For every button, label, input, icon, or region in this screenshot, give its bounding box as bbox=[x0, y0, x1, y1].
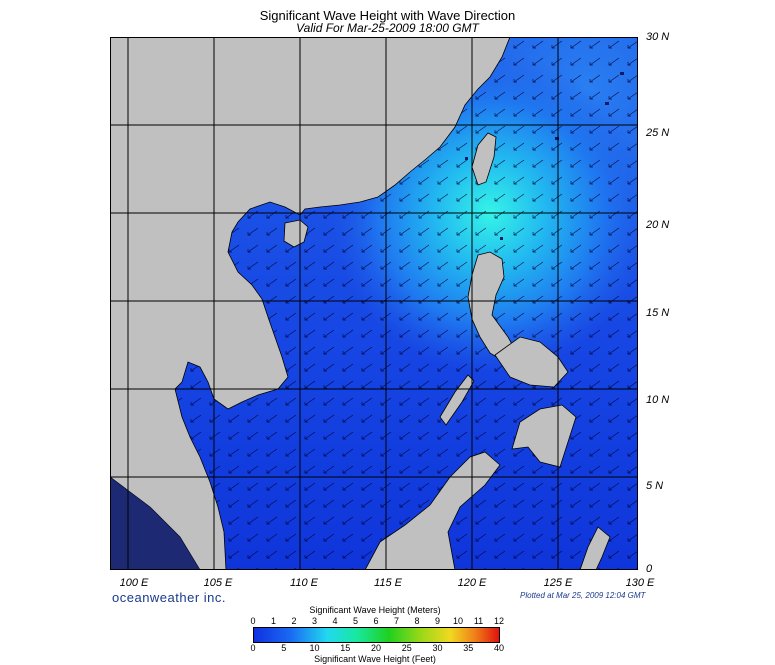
brand-logo-text: oceanweather inc. bbox=[112, 590, 227, 605]
legend-feet-tick: 0 bbox=[250, 643, 256, 653]
land-mainland-asia bbox=[110, 37, 511, 570]
island-ryukyu-1 bbox=[620, 72, 624, 75]
lat-label-0: 0 bbox=[646, 563, 653, 575]
lon-label-130e: 130 E bbox=[625, 577, 655, 589]
legend-feet-tick: 10 bbox=[309, 643, 320, 653]
legend-feet-tick: 15 bbox=[340, 643, 351, 653]
legend-feet-tick: 5 bbox=[281, 643, 287, 653]
legend-meters-tick: 8 bbox=[414, 616, 420, 626]
land-mindanao bbox=[511, 404, 577, 468]
lat-label-10n: 10 N bbox=[646, 394, 670, 406]
sea-malacca-dark bbox=[110, 477, 200, 570]
land-borneo bbox=[364, 451, 501, 570]
legend-meters-title: Significant Wave Height (Meters) bbox=[309, 605, 441, 615]
map-subtitle: Valid For Mar-25-2009 18:00 GMT bbox=[296, 21, 479, 35]
lon-label-100e: 100 E bbox=[119, 577, 149, 589]
wave-height-map bbox=[110, 37, 638, 570]
legend-meters-tick: 9 bbox=[434, 616, 440, 626]
island-pratas bbox=[465, 157, 468, 160]
map-frame bbox=[110, 37, 638, 570]
island-ryukyu-2 bbox=[605, 102, 609, 105]
land-taiwan bbox=[471, 132, 497, 186]
island-batanes bbox=[500, 237, 503, 240]
land-visayas bbox=[494, 336, 569, 388]
legend-feet-tick: 40 bbox=[493, 643, 504, 653]
plotted-timestamp: Plotted at Mar 25, 2009 12:04 GMT bbox=[520, 591, 646, 600]
land-palawan bbox=[439, 374, 475, 426]
lat-label-5n: 5 N bbox=[646, 480, 664, 492]
legend-color-bar bbox=[253, 627, 500, 643]
lat-label-25n: 25 N bbox=[646, 127, 670, 139]
legend-meters-tick: 5 bbox=[352, 616, 358, 626]
lon-label-105e: 105 E bbox=[203, 577, 233, 589]
legend-meters-tick: 11 bbox=[473, 616, 484, 626]
lon-label-115e: 115 E bbox=[374, 577, 402, 589]
legend-feet-tick: 20 bbox=[370, 643, 381, 653]
lat-label-15n: 15 N bbox=[646, 307, 670, 319]
legend-meters-tick: 6 bbox=[373, 616, 379, 626]
land-sulawesi bbox=[579, 526, 611, 570]
legend-feet-tick: 35 bbox=[463, 643, 474, 653]
legend-meters-tick: 3 bbox=[311, 616, 317, 626]
legend-meters-tick: 2 bbox=[291, 616, 297, 626]
island-ryukyu-3 bbox=[555, 137, 559, 140]
legend-meters-tick: 1 bbox=[270, 616, 276, 626]
legend-meters-tick: 0 bbox=[250, 616, 256, 626]
legend-feet-title: Significant Wave Height (Feet) bbox=[314, 654, 436, 664]
map-title: Significant Wave Height with Wave Direct… bbox=[259, 8, 516, 23]
lon-label-110e: 110 E bbox=[290, 577, 318, 589]
legend-feet-tick: 25 bbox=[401, 643, 412, 653]
lat-label-20n: 20 N bbox=[646, 219, 670, 231]
legend-meters-tick: 4 bbox=[332, 616, 338, 626]
lon-label-120e: 120 E bbox=[457, 577, 487, 589]
legend-meters-tick: 7 bbox=[393, 616, 399, 626]
lon-label-125e: 125 E bbox=[543, 577, 573, 589]
legend-feet-tick: 30 bbox=[432, 643, 443, 653]
lat-label-30n: 30 N bbox=[646, 31, 670, 43]
legend-meters-tick: 10 bbox=[452, 616, 463, 626]
legend-meters-tick: 12 bbox=[493, 616, 504, 626]
